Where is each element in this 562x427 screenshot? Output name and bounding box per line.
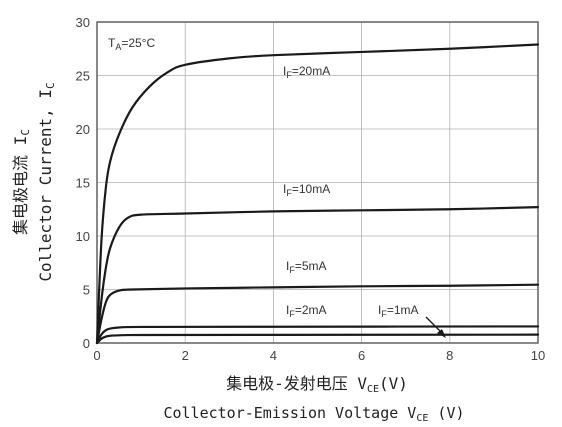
- series-label-if5: IF=5mA: [286, 259, 327, 275]
- x-tick-label: 2: [182, 348, 189, 363]
- y-tick-label: 0: [83, 336, 90, 351]
- series-label-if2: IF=2mA: [286, 303, 327, 319]
- x-tick-label: 8: [446, 348, 453, 363]
- y-tick-label: 5: [83, 283, 90, 298]
- y-axis-label-cn: 集电极电流 IC: [11, 129, 32, 235]
- series-label-if1: IF=1mA: [378, 303, 419, 319]
- series-label-if10: IF=10mA: [283, 182, 330, 198]
- condition-label: TA=25°C: [108, 36, 156, 52]
- if1-pointer-arrowhead: [437, 329, 446, 338]
- series-line-if-2ma: [95, 325, 540, 345]
- series-line-if-5ma: [95, 283, 540, 345]
- series-line-if-10ma: [95, 206, 540, 345]
- series-line-if-20ma: [95, 43, 540, 345]
- series-line-if-1ma: [95, 333, 540, 345]
- x-axis-label-cn: 集电极-发射电压 VCE(V): [226, 374, 408, 395]
- y-tick-label: 25: [76, 69, 90, 84]
- y-tick-label: 10: [76, 229, 90, 244]
- y-tick-label: 20: [76, 122, 90, 137]
- x-tick-label: 10: [531, 348, 545, 363]
- y-axis-label-en: Collector Current, IC: [36, 82, 57, 281]
- tick-labels: 0 2 4 6 8 10 0 5 10 15 20 25 30: [76, 15, 546, 363]
- x-tick-label: 4: [270, 348, 277, 363]
- curves: [95, 43, 540, 345]
- x-tick-label: 0: [93, 348, 100, 363]
- x-axis-label-en: Collector-Emission Voltage VCE (V): [163, 404, 464, 424]
- plot-frame: [96, 21, 539, 344]
- y-tick-label: 15: [76, 176, 90, 191]
- series-label-if20: IF=20mA: [283, 64, 330, 80]
- x-tick-label: 6: [358, 348, 365, 363]
- y-tick-label: 30: [76, 15, 90, 30]
